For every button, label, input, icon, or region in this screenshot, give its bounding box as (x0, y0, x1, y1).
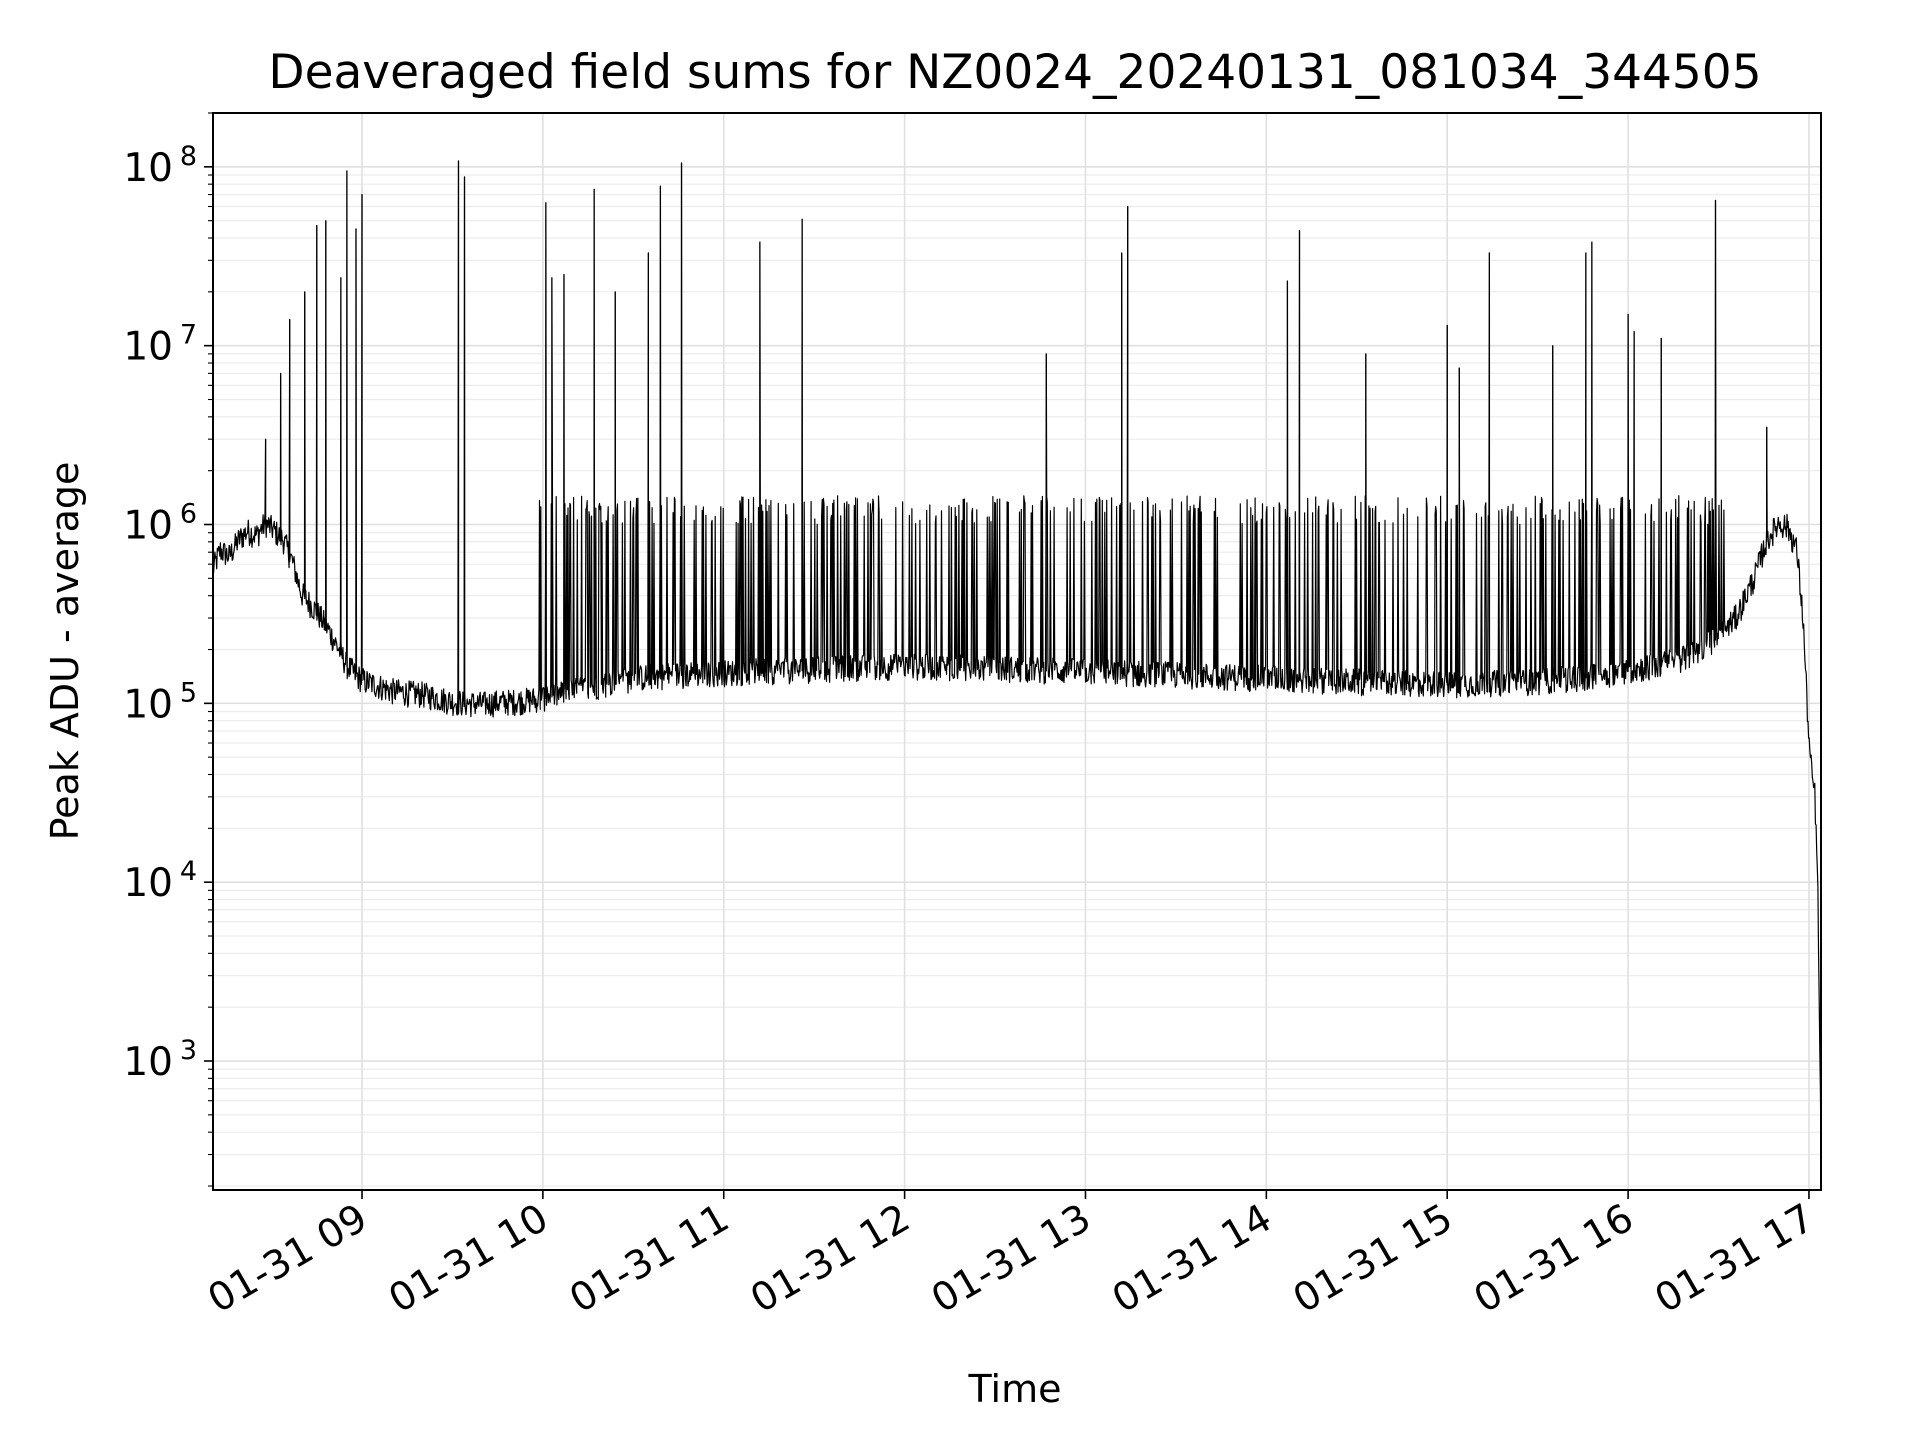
y-tick-exponent: 5 (180, 677, 197, 708)
y-tick-label: 10 (123, 146, 173, 191)
y-tick-label: 10 (123, 861, 173, 906)
y-tick-exponent: 7 (180, 320, 197, 351)
y-tick-label: 10 (123, 325, 173, 370)
series-layer (212, 160, 1822, 1156)
x-axis-label: Time (968, 1367, 1062, 1411)
y-tick-exponent: 3 (180, 1035, 197, 1066)
y-tick-exponent: 8 (180, 141, 197, 172)
y-tick-label: 10 (123, 682, 173, 727)
y-tick-exponent: 4 (180, 856, 197, 887)
y-tick-label: 10 (123, 504, 173, 549)
chart-title: Deaveraged field sums for NZ0024_2024013… (268, 45, 1761, 100)
y-axis-label: Peak ADU - average (43, 462, 87, 841)
y-tick-label: 10 (123, 1040, 173, 1085)
y-tick-exponent: 6 (180, 499, 197, 530)
plot-frame (212, 112, 1822, 1191)
